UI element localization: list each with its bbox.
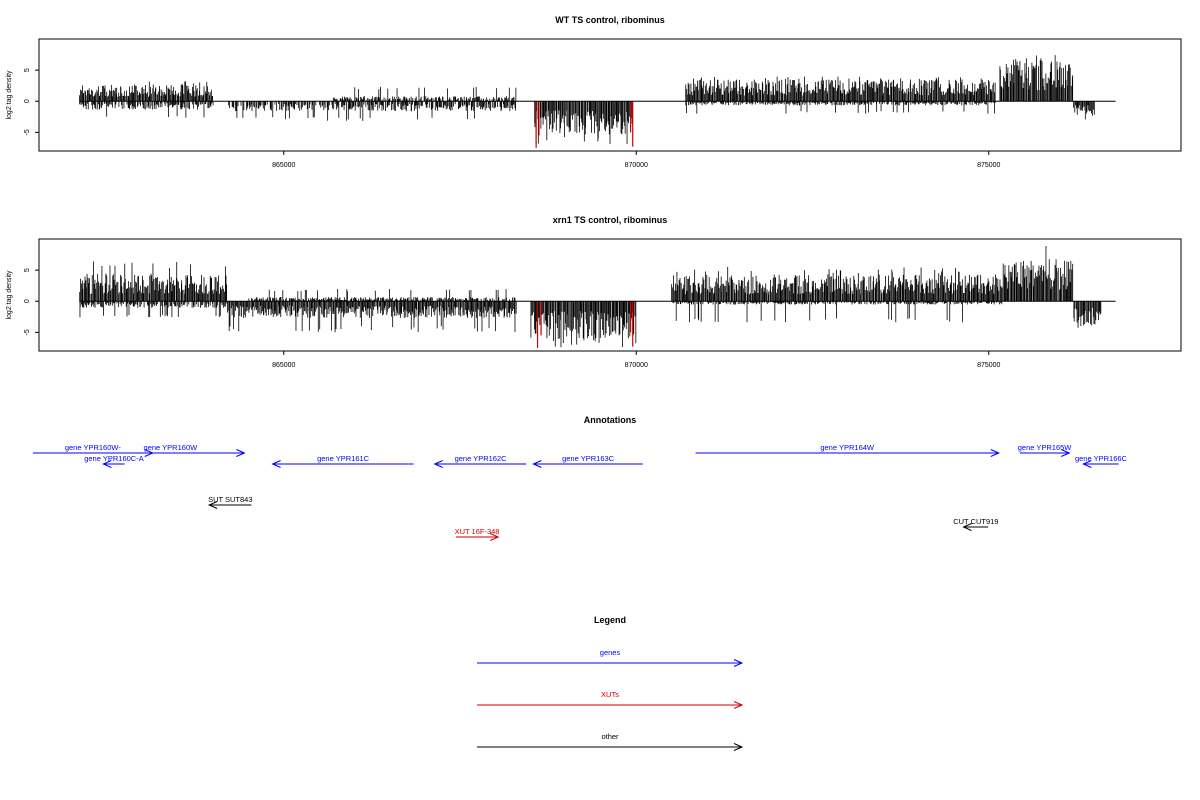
wt-x-tick-label: 875000 bbox=[977, 162, 1000, 169]
legend-arrow bbox=[477, 743, 744, 751]
annotation-arrow bbox=[207, 501, 252, 509]
xrn1-bars bbox=[79, 245, 1102, 348]
annotation-arrow bbox=[1019, 449, 1071, 457]
annotation-arrow bbox=[455, 533, 500, 541]
xrn1-y-tick-label: 0 bbox=[24, 299, 31, 303]
annotation-label: gene YPR160W bbox=[144, 443, 199, 452]
wt-x-tick-label: 870000 bbox=[625, 162, 648, 169]
xrn1-x-tick-label: 875000 bbox=[977, 362, 1000, 369]
legend-label: other bbox=[601, 732, 619, 741]
annotation-label: gene YPR165W bbox=[1018, 443, 1073, 452]
wt-bars bbox=[79, 55, 1095, 145]
xrn1-x-ticks: 865000 870000 875000 bbox=[272, 351, 1001, 369]
xrn1-x-tick-label: 865000 bbox=[272, 362, 295, 369]
annotation-label: CUT CUT919 bbox=[953, 517, 998, 526]
legend-arrow bbox=[477, 659, 744, 667]
wt-x-tick-label: 865000 bbox=[272, 162, 295, 169]
wt-y-tick-label: -5 bbox=[24, 129, 31, 135]
annotation-label: gene YPR163C bbox=[562, 454, 615, 463]
xrn1-track-panel: xrn1 TS control, ribominus log2 tag dens… bbox=[6, 215, 1182, 369]
annotations-title: Annotations bbox=[584, 415, 637, 425]
annotations-panel: Annotations gene YPR160W-gene YPR160Wgen… bbox=[32, 415, 1128, 541]
wt-plot-frame bbox=[38, 38, 1182, 152]
legend-label: XUTs bbox=[601, 690, 619, 699]
annotation-label: XUT 16F-348 bbox=[455, 527, 500, 536]
annotation-label: gene YPR164W bbox=[820, 443, 875, 452]
legend-label: genes bbox=[600, 648, 621, 657]
wt-track-title: WT TS control, ribominus bbox=[555, 15, 665, 25]
legend-arrow bbox=[477, 701, 744, 709]
annotation-label: gene YPR166C bbox=[1075, 454, 1128, 463]
xrn1-y-tick-label: 5 bbox=[24, 268, 31, 272]
annotation-arrow bbox=[96, 449, 246, 457]
annotation-arrow bbox=[695, 449, 1000, 457]
xrn1-x-tick-label: 870000 bbox=[625, 362, 648, 369]
xrn1-highlight-bars bbox=[536, 301, 634, 348]
annotation-arrow bbox=[532, 460, 643, 468]
wt-y-tick-label: 0 bbox=[24, 99, 31, 103]
annotation-label: gene YPR160W- bbox=[65, 443, 122, 452]
xrn1-y-ticks: -5 0 5 bbox=[24, 268, 39, 335]
annotation-label: gene YPR160C-A bbox=[84, 454, 143, 463]
wt-track-panel: WT TS control, ribominus log2 tag densit… bbox=[6, 15, 1182, 169]
annotation-arrow bbox=[433, 460, 527, 468]
annotation-arrow bbox=[271, 460, 414, 468]
xrn1-y-axis-label: log2 tag density bbox=[6, 270, 13, 320]
wt-y-ticks: -5 0 5 bbox=[24, 68, 39, 135]
legend-panel: Legend genes XUTs other bbox=[477, 615, 744, 751]
xrn1-y-tick-label: -5 bbox=[24, 329, 31, 335]
wt-y-axis-label: log2 tag density bbox=[6, 70, 13, 120]
annotation-arrow bbox=[1082, 460, 1119, 468]
xrn1-plot-frame bbox=[38, 238, 1182, 352]
xrn1-track-title: xrn1 TS control, ribominus bbox=[553, 215, 668, 225]
wt-highlight-bars bbox=[535, 101, 634, 148]
annotation-arrow bbox=[962, 523, 989, 531]
annotation-label: gene YPR161C bbox=[317, 454, 370, 463]
legend-title: Legend bbox=[594, 615, 626, 625]
annotation-arrow bbox=[102, 460, 125, 468]
annotation-label: SUT SUT843 bbox=[208, 495, 252, 504]
wt-y-tick-label: 5 bbox=[24, 68, 31, 72]
wt-x-ticks: 865000 870000 875000 bbox=[272, 151, 1001, 169]
annotation-label: gene YPR162C bbox=[455, 454, 508, 463]
legend-items: genes XUTs other bbox=[477, 648, 744, 751]
